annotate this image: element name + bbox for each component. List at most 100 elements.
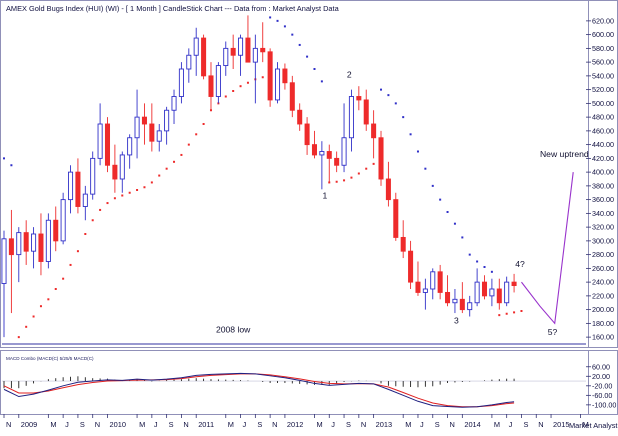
sar-dot <box>136 189 139 191</box>
price-tick-label: 340.00 <box>592 209 614 218</box>
price-tick-label: 320.00 <box>592 223 614 232</box>
sar-dot <box>239 85 242 88</box>
sar-dot <box>32 315 35 318</box>
candle-down <box>53 219 59 242</box>
macd-tick-label: -20.00 <box>592 381 612 390</box>
sar-dot <box>350 176 353 179</box>
sar-dot <box>143 186 146 189</box>
annotation-label: 5? <box>548 327 558 337</box>
chart-title: AMEX Gold Bugs Index (HUI) (WI) - [ 1 Mo… <box>6 4 340 13</box>
price-tick-label: 460.00 <box>592 126 614 135</box>
time-tick-label: 2011 <box>198 420 214 429</box>
candle-up <box>1 238 7 284</box>
candle-down <box>385 178 391 201</box>
sar-dot <box>54 288 57 290</box>
candle-up <box>348 96 354 139</box>
time-tick-label: S <box>257 420 262 429</box>
candle-down <box>141 116 147 125</box>
sar-dot <box>195 133 198 136</box>
time-tick-label: J <box>154 420 158 429</box>
price-tick-label: 280.00 <box>592 250 614 259</box>
price-tick-label: 380.00 <box>592 181 614 190</box>
sar-dot <box>505 312 508 315</box>
sar-dot <box>261 76 264 79</box>
sar-dot <box>424 167 427 170</box>
time-tick-label: J <box>331 420 335 429</box>
footer-credit: Market Analyst 6 <box>569 421 618 430</box>
macd-label: MACD Combo (MACD(C) 5/25/5 MACD(C) <box>6 356 94 361</box>
candle-down <box>496 288 502 304</box>
price-tick-label: 560.00 <box>592 58 614 67</box>
candle-down <box>75 171 81 207</box>
sar-dot <box>224 95 227 98</box>
sar-dot <box>69 263 72 266</box>
sar-dot <box>180 153 183 156</box>
sar-dot <box>313 68 316 70</box>
time-tick-label: N <box>6 420 11 429</box>
candle-down <box>289 82 295 111</box>
candle-down <box>400 236 406 252</box>
candle-up <box>97 123 103 159</box>
sar-dot <box>431 184 434 187</box>
time-tick-label: M <box>405 420 411 429</box>
annotation-label: 4? <box>515 259 525 269</box>
price-tick-label: 240.00 <box>592 278 614 287</box>
price-tick-label: 580.00 <box>592 44 614 53</box>
candle-up <box>430 271 436 290</box>
candle-up <box>186 54 192 70</box>
sar-dot <box>17 336 20 339</box>
sar-dot <box>320 80 323 83</box>
sar-dot <box>91 219 94 222</box>
candle-up <box>164 109 170 132</box>
time-tick-label: S <box>523 420 528 429</box>
sar-dot <box>298 43 301 46</box>
candle-up <box>504 281 510 304</box>
time-tick-label: N <box>95 420 100 429</box>
candle-down <box>208 75 214 97</box>
time-tick-label: 2009 <box>21 420 37 429</box>
sar-dot <box>47 298 50 301</box>
sar-dot <box>150 181 153 184</box>
macd-tick-label: -60.00 <box>592 391 612 400</box>
sar-dot <box>335 180 338 183</box>
candle-up <box>45 219 51 262</box>
sar-dot <box>121 194 124 197</box>
time-tick-label: M <box>316 420 322 429</box>
candle-up <box>215 65 221 97</box>
sar-dot <box>232 90 235 92</box>
sar-dot <box>483 266 486 268</box>
time-tick-label: 2010 <box>109 420 125 429</box>
sar-dot <box>25 325 28 328</box>
time-tick-label: M <box>139 420 145 429</box>
candle-down <box>245 37 251 63</box>
sar-dot <box>99 208 102 211</box>
candle-up <box>319 151 325 156</box>
time-tick-label: J <box>243 420 247 429</box>
candle-down <box>326 151 332 159</box>
candle-up <box>134 116 140 139</box>
sar-dot <box>343 179 346 182</box>
sar-dot <box>291 33 294 36</box>
projection-path <box>521 172 574 325</box>
price-tick-label: 500.00 <box>592 99 614 108</box>
sar-dot <box>187 143 190 146</box>
annotation-label: 1 <box>322 190 327 200</box>
time-tick-label: J <box>509 420 513 429</box>
sar-dot <box>402 116 405 119</box>
time-tick-label: N <box>361 420 366 429</box>
sar-dot <box>461 236 464 239</box>
parabolic-sar-series <box>3 16 523 339</box>
macd-tick-label: 20.00 <box>592 372 610 381</box>
candle-down <box>445 291 451 304</box>
sar-dot <box>439 198 442 201</box>
candle-down <box>356 96 362 101</box>
sar-dot <box>498 314 501 317</box>
price-tick-label: 600.00 <box>592 30 614 39</box>
sar-dot <box>62 277 65 280</box>
candle-down <box>112 164 118 180</box>
price-tick-label: 540.00 <box>592 71 614 80</box>
macd-indicator <box>2 372 586 408</box>
macd-tick-label: 60.00 <box>592 362 610 371</box>
candle-down <box>511 281 517 287</box>
